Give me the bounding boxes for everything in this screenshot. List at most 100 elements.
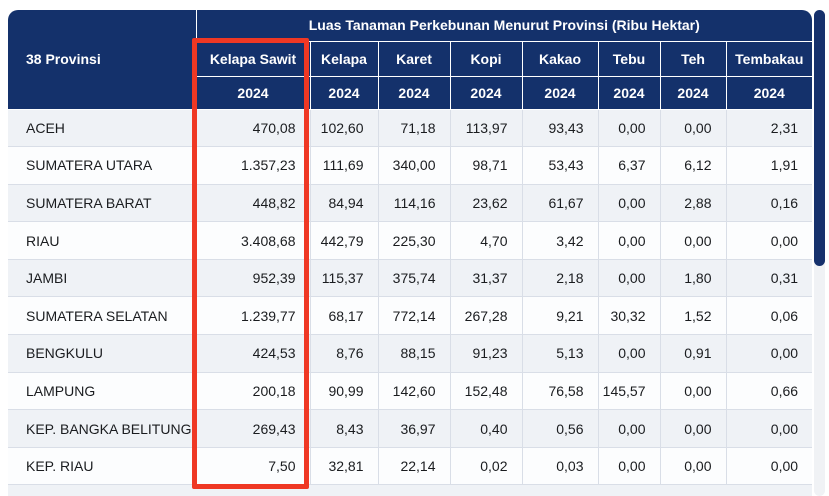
- value-cell: 0,00: [597, 446, 661, 486]
- province-cell: JAMBI: [8, 258, 197, 298]
- column-year-tembakau: 2024: [725, 75, 812, 110]
- title-row: 38 Provinsi Luas Tanaman Perkebunan Menu…: [8, 10, 812, 110]
- value-cell: 2,31: [725, 108, 812, 148]
- value-cell: 470,08: [195, 108, 311, 148]
- column-header-kelapa: Kelapa: [309, 40, 379, 77]
- value-cell: 442,79: [309, 221, 379, 260]
- year-header-row: 2024 2024 2024 2024 2024 2024 2024 2024: [8, 75, 812, 110]
- value-cell: 267,28: [449, 296, 523, 336]
- value-cell: 0,16: [725, 183, 812, 223]
- table-row-sumatera-selatan: SUMATERA SELATAN 1.239,77 68,17 772,14 267,2…: [8, 296, 812, 336]
- province-cell: ACEH: [8, 108, 197, 148]
- value-cell: 0,00: [659, 221, 727, 260]
- value-cell: 0,06: [725, 296, 812, 336]
- value-cell: 0,00: [597, 108, 661, 148]
- table-row-riau: RIAU 3.408,68 442,79 225,30 4,70 3,42 0,00 0,00…: [8, 221, 812, 260]
- value-cell: 0,00: [725, 221, 812, 260]
- province-cell: LAMPUNG: [8, 371, 197, 411]
- value-cell: 23,62: [449, 183, 523, 223]
- value-cell: 0,00: [597, 183, 661, 223]
- value-cell: 152,48: [449, 371, 523, 411]
- value-cell: 8,43: [309, 409, 379, 448]
- column-header-kakao: Kakao: [521, 40, 599, 77]
- value-cell: 0,00: [597, 221, 661, 260]
- value-cell: 0,00: [659, 446, 727, 486]
- value-cell: 0,00: [597, 334, 661, 373]
- column-year-kopi: 2024: [449, 75, 523, 110]
- value-cell: 0,00: [597, 409, 661, 448]
- value-cell: 32,81: [309, 446, 379, 486]
- value-cell: 3.408,68: [195, 221, 311, 260]
- value-cell: 225,30: [377, 221, 451, 260]
- table-row-aceh: ACEH 470,08 102,60 71,18 113,97 93,43 0,00 0,00…: [8, 108, 812, 148]
- column-header-kelapa-sawit: Kelapa Sawit: [196, 40, 311, 77]
- province-cell: KEP. BANGKA BELITUNG: [8, 409, 197, 448]
- province-cell: SUMATERA UTARA: [8, 146, 197, 185]
- value-cell: 9,21: [521, 296, 599, 336]
- value-cell: 6,12: [659, 146, 727, 185]
- value-cell: 71,18: [377, 108, 451, 148]
- value-cell: 0,00: [659, 108, 727, 148]
- value-cell: 61,67: [521, 183, 599, 223]
- value-cell: 8,76: [309, 334, 379, 373]
- province-cell: KEP. RIAU: [8, 446, 197, 486]
- value-cell: 0,66: [725, 371, 812, 411]
- value-cell: 31,37: [449, 258, 523, 298]
- value-cell: 68,17: [309, 296, 379, 336]
- value-cell: 5,13: [521, 334, 599, 373]
- value-cell: 90,99: [309, 371, 379, 411]
- value-cell: 4,70: [449, 221, 523, 260]
- value-cell: 0,00: [725, 409, 812, 448]
- provinces-count-header: 38 Provinsi: [8, 10, 197, 110]
- vertical-scrollbar-thumb[interactable]: [814, 10, 825, 266]
- column-year-kakao: 2024: [521, 75, 599, 110]
- table-body: ACEH 470,08 102,60 71,18 113,97 93,43 0,00 0,00…: [8, 108, 812, 496]
- value-cell: 1,52: [659, 296, 727, 336]
- value-cell: 84,94: [309, 183, 379, 223]
- table-header: 38 Provinsi Luas Tanaman Perkebunan Menu…: [8, 10, 812, 110]
- value-cell: 36,97: [377, 409, 451, 448]
- value-cell: 772,14: [377, 296, 451, 336]
- column-header-tembakau: Tembakau: [725, 40, 812, 77]
- vertical-scrollbar-track[interactable]: [814, 10, 825, 496]
- value-cell: 0,91: [659, 334, 727, 373]
- value-cell: 0,40: [449, 409, 523, 448]
- value-cell: 30,32: [597, 296, 661, 336]
- value-cell: 0,00: [659, 409, 727, 448]
- partial-next-row: [8, 484, 812, 496]
- value-cell: 0,02: [449, 446, 523, 486]
- value-cell: 76,58: [521, 371, 599, 411]
- value-cell: 269,43: [195, 409, 311, 448]
- value-cell: 1.239,77: [195, 296, 311, 336]
- table-row-bengkulu: BENGKULU 424,53 8,76 88,15 91,23 5,13 0,00 0,91…: [8, 334, 812, 373]
- value-cell: 145,57: [597, 371, 661, 411]
- value-cell: 1,91: [725, 146, 812, 185]
- table-row-sumatera-utara: SUMATERA UTARA 1.357,23 111,69 340,00 98,71 5…: [8, 146, 812, 185]
- value-cell: 340,00: [377, 146, 451, 185]
- value-cell: 111,69: [309, 146, 379, 185]
- table-row-kep-bangka-belitung: KEP. BANGKA BELITUNG 269,43 8,43 36,97 0,40 0…: [8, 409, 812, 448]
- value-cell: 53,43: [521, 146, 599, 185]
- value-cell: 114,16: [377, 183, 451, 223]
- column-year-kelapa: 2024: [309, 75, 379, 110]
- value-cell: 3,42: [521, 221, 599, 260]
- value-cell: 0,03: [521, 446, 599, 486]
- value-cell: 952,39: [195, 258, 311, 298]
- table-row-sumatera-barat: SUMATERA BARAT 448,82 84,94 114,16 23,62 61,6…: [8, 183, 812, 223]
- value-cell: 1,80: [659, 258, 727, 298]
- table-row-lampung: LAMPUNG 200,18 90,99 142,60 152,48 76,58 145,5…: [8, 371, 812, 411]
- value-cell: 200,18: [195, 371, 311, 411]
- province-cell: SUMATERA SELATAN: [8, 296, 197, 336]
- value-cell: 0,31: [725, 258, 812, 298]
- value-cell: 448,82: [195, 183, 311, 223]
- province-cell: RIAU: [8, 221, 197, 260]
- value-cell: 113,97: [449, 108, 523, 148]
- column-header-tebu: Tebu: [597, 40, 661, 77]
- value-cell: 91,23: [449, 334, 523, 373]
- value-cell: 2,88: [659, 183, 727, 223]
- value-cell: 375,74: [377, 258, 451, 298]
- value-cell: 115,37: [309, 258, 379, 298]
- value-cell: 88,15: [377, 334, 451, 373]
- value-cell: 0,00: [659, 371, 727, 411]
- province-cell: SUMATERA BARAT: [8, 183, 197, 223]
